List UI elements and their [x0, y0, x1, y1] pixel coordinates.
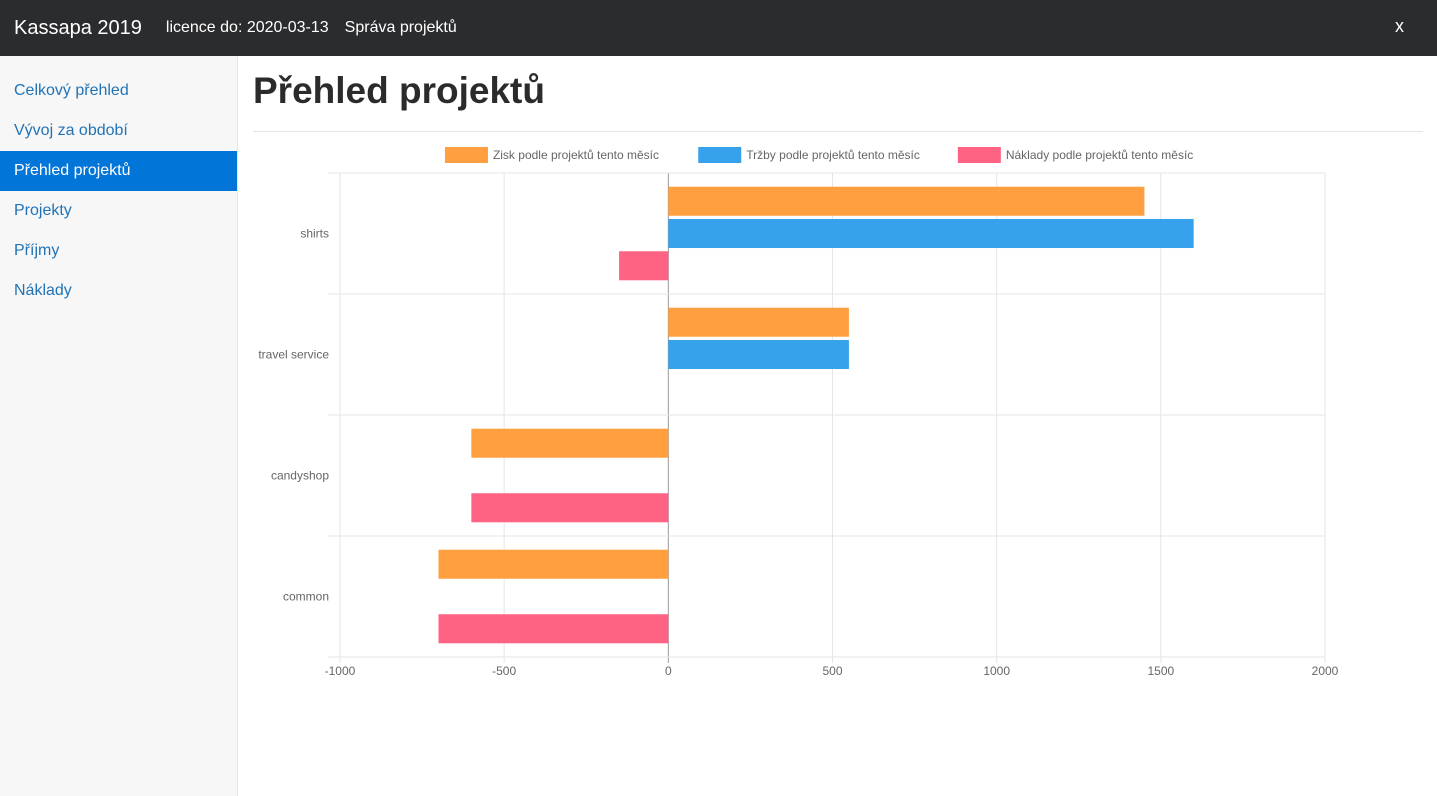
sidebar-item-overview[interactable]: Celkový přehled — [0, 71, 237, 111]
bar[interactable] — [668, 186, 1145, 216]
sidebar-item-period-development[interactable]: Vývoj za období — [0, 111, 237, 151]
legend-label[interactable]: Zisk podle projektů tento měsíc — [493, 148, 659, 162]
sidebar-item-projects[interactable]: Projekty — [0, 191, 237, 231]
x-tick-label: 0 — [665, 664, 672, 678]
license-info: licence do: 2020-03-13 — [165, 19, 329, 36]
bar[interactable] — [471, 493, 669, 523]
sidebar-item-label: Přehled projektů — [14, 162, 131, 179]
x-tick-label: 1000 — [983, 664, 1010, 678]
sidebar-item-label: Náklady — [14, 282, 72, 299]
sidebar-item-costs[interactable]: Náklady — [0, 271, 237, 311]
x-tick-label: 1500 — [1147, 664, 1174, 678]
category-label: shirts — [300, 227, 329, 241]
bar[interactable] — [471, 428, 669, 458]
bar[interactable] — [668, 218, 1194, 249]
close-button[interactable]: x — [1395, 16, 1404, 36]
x-tick-label: 500 — [822, 664, 842, 678]
sidebar-item-income[interactable]: Příjmy — [0, 231, 237, 271]
legend-swatch[interactable] — [957, 147, 1001, 163]
bar[interactable] — [619, 251, 669, 281]
legend-swatch[interactable] — [698, 147, 742, 163]
chart-category-labels: shirts travel service candyshop common — [258, 227, 329, 604]
legend-swatch[interactable] — [444, 147, 488, 163]
sidebar-item-label: Příjmy — [14, 242, 60, 259]
sidebar-item-project-overview[interactable]: Přehled projektů — [0, 151, 237, 191]
sidebar-menu: Celkový přehled Vývoj za období Přehled … — [0, 71, 237, 311]
page-title: Přehled projektů — [253, 70, 545, 111]
project-management-link[interactable]: Správa projektů — [344, 19, 457, 36]
x-tick-label: -1000 — [325, 664, 356, 678]
chart-bars — [438, 186, 1194, 644]
category-label: travel service — [258, 348, 329, 362]
bar[interactable] — [438, 549, 669, 579]
bar[interactable] — [438, 614, 669, 644]
title-divider — [253, 131, 1423, 132]
legend-label[interactable]: Náklady podle projektů tento měsíc — [1006, 148, 1193, 162]
main-content: Přehled projektů — [253, 56, 1423, 132]
sidebar-item-label: Celkový přehled — [14, 82, 129, 99]
sidebar: Celkový přehled Vývoj za období Přehled … — [0, 56, 238, 796]
bar[interactable] — [668, 339, 849, 370]
category-label: common — [283, 590, 329, 604]
bar[interactable] — [668, 307, 849, 337]
sidebar-item-label: Vývoj za období — [14, 122, 128, 139]
top-bar: Kassapa 2019 licence do: 2020-03-13 Sprá… — [0, 0, 1437, 56]
chart-tick-labels: -1000 -500 0 500 1000 1500 2000 — [325, 664, 1339, 678]
chart-legend: Zisk podle projektů tento měsíc Tržby pod… — [444, 147, 1193, 163]
x-tick-label: 2000 — [1312, 664, 1339, 678]
sidebar-item-label: Projekty — [14, 202, 72, 219]
x-tick-label: -500 — [492, 664, 516, 678]
app-title: Kassapa 2019 — [14, 16, 142, 39]
chart-grid — [328, 172, 1326, 663]
category-label: candyshop — [271, 469, 329, 483]
legend-label[interactable]: Tržby podle projektů tento měsíc — [746, 148, 920, 162]
